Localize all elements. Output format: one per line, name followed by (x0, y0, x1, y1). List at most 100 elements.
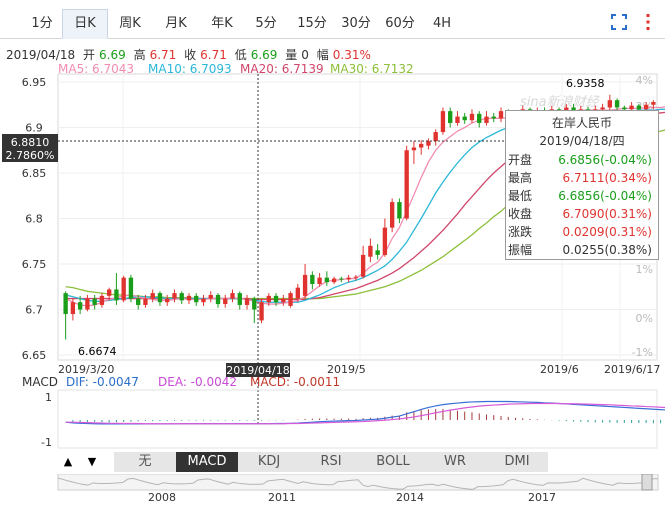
amplitude-value: 0.31% (332, 48, 371, 62)
candle-body (448, 111, 453, 123)
indicator-tab[interactable]: BOLL (362, 452, 425, 472)
more-vertical-icon[interactable] (645, 13, 651, 31)
candle-body (317, 277, 322, 285)
volume-label: 量 (285, 48, 298, 62)
indicator-tabs: 无 MACD KDJ RSI BOLL WR DMI (56, 452, 656, 472)
indicator-tab[interactable]: RSI (300, 452, 363, 472)
candle-body (252, 298, 257, 310)
candle-body (85, 298, 90, 310)
period-tab[interactable]: 日K (62, 9, 108, 39)
candle-body (477, 113, 482, 123)
candle-body (237, 293, 242, 305)
nav-up-arrow[interactable]: ▲ (63, 455, 73, 468)
tooltip-key: 收盘 (508, 207, 533, 221)
macd-frame (57, 389, 658, 449)
candle-body (172, 293, 177, 299)
pct-tick-label: 1% (636, 263, 653, 276)
x-tick-label: 2019/6/17 (604, 363, 660, 376)
tooltip-row: 最低 6.6856(-0.04%) (508, 187, 656, 205)
tooltip-key: 最低 (508, 189, 533, 203)
indicator-tab[interactable]: 无 (114, 452, 177, 472)
tooltip-row: 最高 6.7111(0.34%) (508, 169, 656, 187)
period-tab[interactable]: 1分 (31, 16, 53, 31)
low-label: 低 (234, 48, 247, 62)
candle-body (143, 298, 148, 305)
tooltip-value: 0.0209(0.31%) (562, 225, 652, 239)
fullscreen-icon[interactable] (611, 14, 627, 30)
candle-body (92, 298, 97, 305)
candle-body (498, 111, 504, 119)
macd-header-label: DEA: -0.0042 (158, 375, 237, 389)
period-tab[interactable]: 4H (432, 16, 452, 31)
macd-header-label: MACD: -0.0011 (250, 375, 340, 389)
x-tick-label: 2019/5 (327, 363, 366, 376)
candle-body (426, 141, 431, 146)
close-value: 6.71 (200, 48, 227, 62)
candle-body (179, 293, 184, 301)
overview-handle (641, 474, 653, 491)
indicator-tab[interactable]: MACD (176, 452, 239, 472)
y-tick-label: 6.95 (22, 76, 47, 89)
indicator-tab[interactable]: DMI (486, 452, 549, 472)
period-tab[interactable]: 周K (119, 16, 141, 31)
candle-body (411, 147, 417, 151)
overview-year-label: 2014 (396, 491, 424, 504)
period-tab[interactable]: 5分 (255, 16, 277, 31)
candle-body (353, 276, 359, 278)
y-tick-label: 6.9 (25, 122, 43, 135)
candle-body (614, 100, 620, 108)
candle-body (223, 298, 228, 305)
candle-body (99, 295, 105, 305)
open-value: 6.69 (99, 48, 126, 62)
candle-body (266, 295, 271, 303)
pct-tick-label: -1% (632, 346, 653, 359)
overview-navigator[interactable]: 2008 2011 2014 2017 (56, 474, 662, 504)
x-tick-label: 2019/6 (540, 363, 579, 376)
y-tick-label: 6.8 (25, 213, 43, 226)
nav-down-arrow[interactable]: ▼ (87, 455, 97, 468)
period-tab[interactable]: 30分 (341, 16, 371, 31)
tooltip-value: 6.6856(-0.04%) (558, 189, 652, 203)
period-tab[interactable]: 月K (165, 16, 187, 31)
candle-body (440, 111, 446, 133)
y-tick-label: 6.7 (25, 304, 43, 317)
tooltip-value: 6.7090(0.31%) (562, 207, 652, 221)
open-label: 开 (83, 48, 96, 62)
pct-tick-label: 0% (636, 312, 653, 325)
candle-body (295, 287, 300, 299)
tooltip-title: 在岸人民币 (551, 116, 612, 130)
candle-body (150, 293, 155, 299)
candle-body (324, 277, 330, 283)
candle-body (157, 293, 163, 303)
period-tab[interactable]: 15分 (297, 16, 327, 31)
candle-body (433, 132, 438, 142)
tooltip-value: 6.6856(-0.04%) (558, 153, 652, 167)
candle-body (194, 295, 199, 303)
candle-body (201, 298, 206, 303)
volume-value: 0 (301, 48, 309, 62)
candle-body (273, 295, 279, 303)
candle-body (636, 105, 642, 110)
y-tick-label: 6.65 (22, 349, 47, 362)
candle-body (469, 113, 475, 121)
pct-tick-label: 4% (636, 74, 653, 87)
period-tab[interactable]: 年K (211, 16, 233, 31)
candle-body (136, 298, 141, 305)
overview-year-label: 2008 (148, 491, 176, 504)
tooltip-date: 2019/04/18/四 (539, 134, 625, 148)
candle-body (643, 104, 649, 110)
candle-body (346, 277, 351, 280)
candle-body (375, 250, 380, 255)
candle-body (70, 302, 76, 315)
dif-line (65, 400, 665, 425)
macd-tick-label: -1 (41, 436, 52, 449)
candle-body (339, 278, 344, 280)
period-tab[interactable]: 60分 (385, 16, 415, 31)
indicator-tab[interactable]: WR (424, 452, 487, 472)
candle-body (281, 298, 286, 303)
y-tick-label: 6.75 (22, 258, 47, 271)
candle-body (244, 298, 250, 305)
tooltip-panel: 在岸人民币 2019/04/18/四 开盘 6.6856(-0.04%) 最高 6.7… (505, 110, 659, 260)
candle-body (215, 294, 221, 305)
indicator-tab[interactable]: KDJ (238, 452, 301, 472)
